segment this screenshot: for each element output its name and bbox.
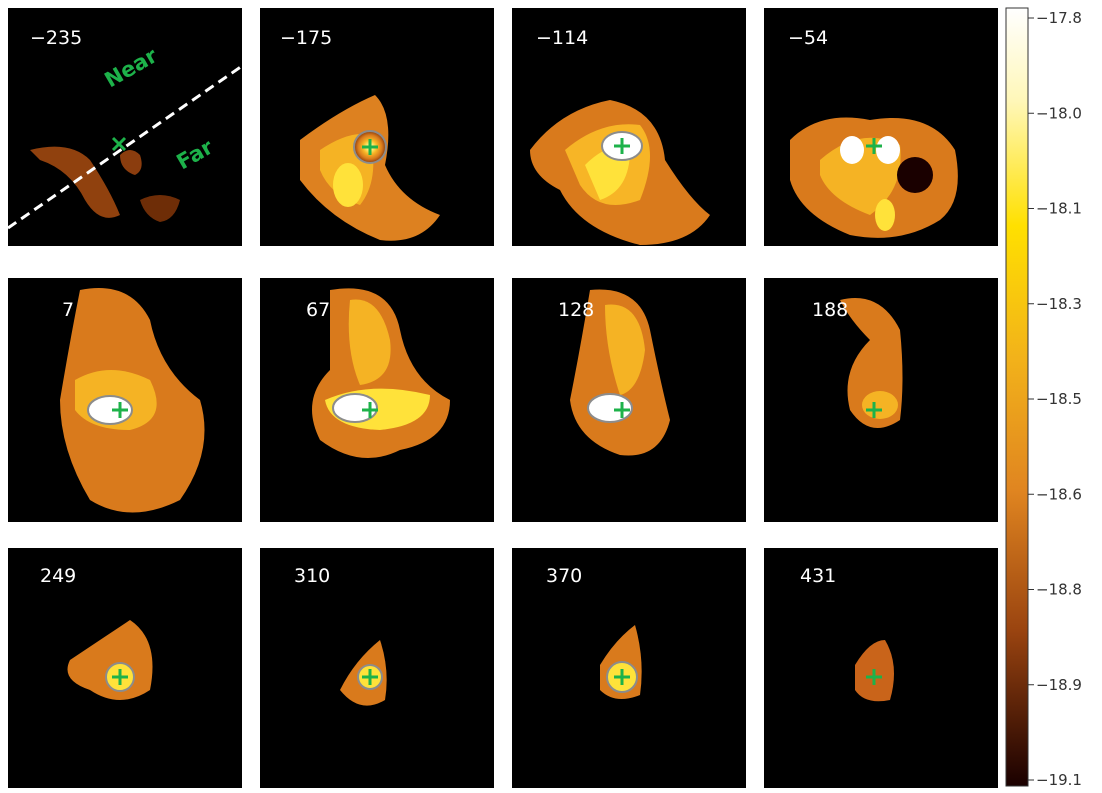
panel-label: 431 bbox=[800, 565, 836, 587]
source-plus-marker bbox=[362, 669, 378, 685]
panel-label: −114 bbox=[536, 27, 588, 49]
source-plus-marker bbox=[112, 402, 128, 418]
panel-label: 310 bbox=[294, 565, 330, 587]
colorbar-tick-label: −18.3 bbox=[1036, 295, 1082, 313]
colorbar-tick-label: −17.8 bbox=[1036, 9, 1082, 27]
colorbar: −17.8 −18.0 −18.1 −18.3 −18.5 −18.6 −18.8 −18.9… bbox=[1005, 7, 1082, 789]
source-plus-marker bbox=[866, 402, 882, 418]
panel-label: −54 bbox=[788, 27, 828, 49]
panel-2: −175 bbox=[260, 8, 494, 246]
panel-8: 188 bbox=[764, 278, 998, 522]
panel-label: 370 bbox=[546, 565, 582, 587]
panel-5: 7 bbox=[8, 278, 242, 522]
panel-4: −54 bbox=[764, 8, 998, 246]
colorbar-tick-label: −18.8 bbox=[1036, 581, 1082, 599]
colorbar-tick-label: −19.1 bbox=[1036, 771, 1082, 789]
source-plus-marker bbox=[614, 669, 630, 685]
source-plus-marker bbox=[866, 669, 882, 685]
panel-12: 431 bbox=[764, 548, 998, 788]
panel-10: 310 bbox=[260, 548, 494, 788]
panel-label: 188 bbox=[812, 299, 848, 321]
panel-label: −175 bbox=[280, 27, 332, 49]
panel-label: 128 bbox=[558, 299, 594, 321]
source-plus-marker bbox=[614, 138, 630, 154]
panel-label: 249 bbox=[40, 565, 76, 587]
colorbar-tick-label: −18.1 bbox=[1036, 200, 1082, 218]
source-plus-marker bbox=[362, 402, 378, 418]
panel-3: −114 bbox=[512, 8, 746, 246]
source-x-marker bbox=[111, 136, 127, 152]
colorbar-tick-label: −18.5 bbox=[1036, 390, 1082, 408]
source-plus-marker bbox=[112, 669, 128, 685]
colorbar-tick-label: −18.0 bbox=[1036, 104, 1082, 122]
panel-label: 7 bbox=[62, 299, 74, 321]
panel-label: 67 bbox=[306, 299, 330, 321]
source-plus-marker bbox=[866, 138, 882, 154]
panel-7: 128 bbox=[512, 278, 746, 522]
panel-11: 370 bbox=[512, 548, 746, 788]
panel-9: 249 bbox=[8, 548, 242, 788]
panel-1: −235 Near Far bbox=[7, 8, 243, 246]
colorbar-tick-label: −18.6 bbox=[1036, 485, 1082, 503]
colorbar-tick-label: −18.9 bbox=[1036, 676, 1082, 694]
source-plus-marker bbox=[362, 139, 378, 155]
panel-6: 67 bbox=[260, 278, 494, 522]
source-plus-marker bbox=[614, 402, 630, 418]
panel-label: −235 bbox=[30, 27, 82, 49]
